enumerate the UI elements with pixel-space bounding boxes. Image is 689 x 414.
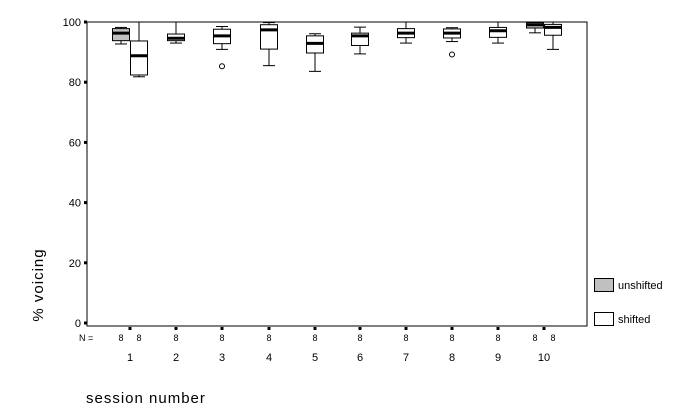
y-tick-mark (84, 80, 87, 84)
outlier-point (219, 63, 225, 70)
n-count: 8 (118, 333, 123, 343)
y-tick-mark (84, 140, 87, 144)
box-shifted-7 (397, 21, 415, 44)
x-tick-mark (404, 327, 408, 330)
y-tick-label: 100 (63, 17, 81, 29)
y-tick-label: 20 (69, 258, 81, 270)
n-count: 8 (173, 333, 178, 343)
n-count: 8 (266, 333, 271, 343)
x-tick-mark (542, 327, 546, 330)
n-count: 8 (449, 333, 454, 343)
x-tick-mark (220, 327, 224, 330)
x-tick-label: 4 (266, 352, 272, 364)
box-iqr (130, 40, 148, 76)
box-shifted-4 (260, 22, 278, 67)
y-tick-mark (84, 201, 87, 205)
box-iqr (489, 26, 507, 38)
box-unshifted-1 (112, 26, 130, 45)
x-tick-label: 5 (312, 352, 318, 364)
x-tick-label: 7 (403, 352, 409, 364)
x-tick-mark (313, 327, 317, 330)
box-shifted-8 (443, 27, 461, 58)
box-shifted-9 (489, 21, 507, 44)
n-count: 8 (532, 333, 537, 343)
x-tick-mark (174, 327, 178, 330)
box-iqr (544, 23, 562, 36)
legend-label-shifted: shifted (618, 314, 651, 326)
x-tick-mark (496, 327, 500, 330)
x-tick-mark (128, 327, 132, 330)
legend-label-unshifted: unshifted (618, 280, 663, 292)
box-shifted-1 (130, 21, 148, 78)
x-tick-label: 6 (357, 352, 363, 364)
box-iqr (112, 28, 130, 42)
box-shifted-10 (544, 21, 562, 50)
x-tick-label: 10 (538, 352, 550, 364)
n-count: 8 (219, 333, 224, 343)
x-tick-label: 8 (449, 352, 455, 364)
y-tick-mark (84, 261, 87, 265)
n-label: N = (79, 333, 93, 343)
x-tick-mark (267, 327, 271, 330)
y-tick-label: 0 (75, 318, 81, 330)
box-shifted-6 (351, 26, 369, 55)
y-tick-mark (84, 321, 87, 325)
box-unshifted-10 (526, 21, 544, 34)
n-count: 8 (136, 333, 141, 343)
n-count: 8 (550, 333, 555, 343)
y-axis-label: % voicing (30, 248, 47, 321)
x-tick-label: 9 (495, 352, 501, 364)
x-tick-mark (358, 327, 362, 330)
x-tick-label: 1 (127, 352, 133, 364)
n-count: 8 (312, 333, 317, 343)
y-tick-label: 60 (69, 137, 81, 149)
n-count: 8 (403, 333, 408, 343)
x-tick-mark (450, 327, 454, 330)
y-tick-label: 40 (69, 198, 81, 210)
box-shifted-2 (167, 21, 185, 44)
legend-swatch-shifted (594, 312, 614, 326)
y-tick-label: 80 (69, 77, 81, 89)
box-shifted-5 (306, 33, 324, 72)
box-shifted-3 (213, 26, 231, 70)
x-axis-label: session number (86, 390, 206, 407)
outlier-point (449, 51, 455, 58)
plot-frame (86, 21, 588, 327)
n-count: 8 (357, 333, 362, 343)
legend-swatch-unshifted (594, 278, 614, 292)
y-tick-mark (84, 20, 87, 24)
x-tick-label: 2 (173, 352, 179, 364)
x-tick-label: 3 (219, 352, 225, 364)
n-count: 8 (495, 333, 500, 343)
